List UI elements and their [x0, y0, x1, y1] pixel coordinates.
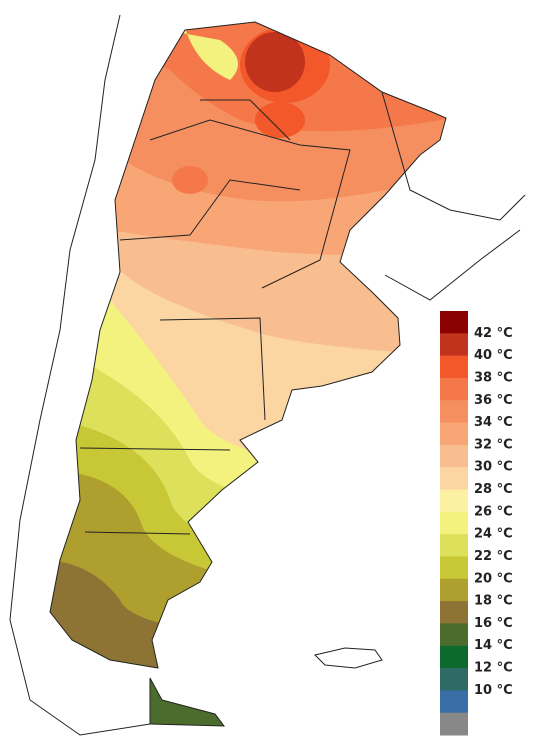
legend-swatch — [440, 400, 468, 424]
legend-label: 10 °C — [474, 683, 513, 698]
legend-swatch — [440, 377, 468, 401]
legend-swatch — [440, 311, 468, 334]
legend-swatch — [440, 355, 468, 379]
borders — [9, 14, 526, 736]
legend-swatch — [440, 534, 468, 557]
legend-swatch — [440, 578, 468, 602]
legend: 42 °C 40 °C 38 °C 36 °C 34 °C 32 °C 30 °C 28 °C… — [440, 311, 513, 736]
legend-label: 14 °C — [474, 638, 513, 653]
legend-label: 24 °C — [474, 527, 513, 542]
legend-label: 12 °C — [474, 661, 513, 676]
legend-swatch — [440, 444, 468, 468]
legend-swatch — [440, 422, 468, 446]
legend-swatch — [440, 556, 468, 580]
legend-label: 34 °C — [474, 415, 513, 430]
legend-swatch — [440, 489, 468, 513]
legend-swatch — [440, 668, 468, 691]
legend-label: 40 °C — [474, 348, 513, 363]
legend-label: 30 °C — [474, 460, 513, 475]
legend-label: 36 °C — [474, 393, 513, 408]
legend-label: 32 °C — [474, 437, 513, 452]
legend-swatch — [440, 690, 468, 714]
legend-swatch — [440, 645, 468, 669]
legend-swatch — [440, 511, 468, 535]
legend-swatch — [440, 333, 468, 357]
legend-label: 16 °C — [474, 616, 513, 631]
legend-label: 20 °C — [474, 571, 513, 586]
legend-label: 26 °C — [474, 504, 513, 519]
legend-swatch — [440, 623, 468, 647]
legend-swatch — [440, 467, 468, 491]
legend-label: 18 °C — [474, 594, 513, 609]
legend-label: 22 °C — [474, 549, 513, 564]
legend-label: 42 °C — [474, 326, 513, 341]
legend-label: 38 °C — [474, 370, 513, 385]
legend-swatch — [440, 712, 468, 736]
legend-swatch — [440, 601, 468, 624]
legend-label: 28 °C — [474, 482, 513, 497]
